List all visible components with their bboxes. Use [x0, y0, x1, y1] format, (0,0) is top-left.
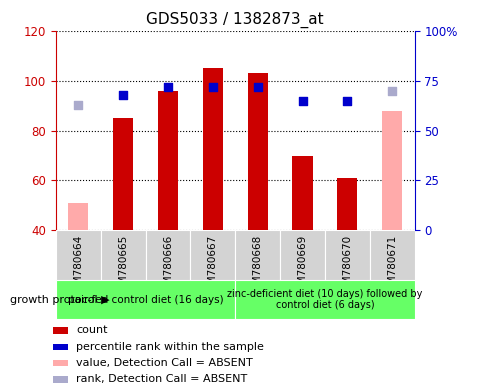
Bar [157, 91, 178, 230]
Text: GSM780665: GSM780665 [118, 234, 128, 298]
Bar [247, 73, 267, 230]
Bar [53, 376, 68, 383]
Point [74, 101, 82, 108]
Bar [324, 230, 369, 280]
Text: GSM780670: GSM780670 [342, 234, 352, 298]
Bar [56, 280, 235, 319]
Text: pair-fed control diet (16 days): pair-fed control diet (16 days) [68, 295, 223, 305]
Text: value, Detection Call = ABSENT: value, Detection Call = ABSENT [76, 358, 253, 368]
Bar [292, 156, 312, 230]
Bar [336, 178, 357, 230]
Text: zinc-deficient diet (10 days) followed by
control diet (6 days): zinc-deficient diet (10 days) followed b… [227, 289, 422, 310]
Text: GSM780671: GSM780671 [386, 234, 396, 298]
Point [298, 98, 306, 104]
Point [343, 98, 350, 104]
Point [164, 84, 171, 90]
Title: GDS5033 / 1382873_at: GDS5033 / 1382873_at [146, 12, 323, 28]
Text: rank, Detection Call = ABSENT: rank, Detection Call = ABSENT [76, 374, 247, 384]
Bar [68, 203, 88, 230]
Bar [190, 230, 235, 280]
Bar [145, 230, 190, 280]
Bar [56, 230, 101, 280]
Bar [53, 344, 68, 350]
Bar [101, 230, 145, 280]
Text: percentile rank within the sample: percentile rank within the sample [76, 342, 264, 352]
Bar [369, 230, 414, 280]
Text: GSM780666: GSM780666 [163, 234, 173, 298]
Point [253, 84, 261, 90]
Text: GSM780668: GSM780668 [252, 234, 262, 298]
Bar [280, 230, 324, 280]
Text: GSM780669: GSM780669 [297, 234, 307, 298]
Bar [381, 111, 402, 230]
Bar [53, 360, 68, 366]
Point [388, 88, 395, 94]
Bar [235, 280, 414, 319]
Bar [235, 230, 280, 280]
Bar [53, 327, 68, 334]
Bar [113, 118, 133, 230]
Text: GSM780664: GSM780664 [73, 234, 83, 298]
Text: GSM780667: GSM780667 [207, 234, 217, 298]
Point [119, 91, 127, 98]
Point [209, 84, 216, 90]
Text: growth protocol ▶: growth protocol ▶ [10, 295, 109, 305]
Bar [202, 68, 223, 230]
Text: count: count [76, 326, 107, 336]
